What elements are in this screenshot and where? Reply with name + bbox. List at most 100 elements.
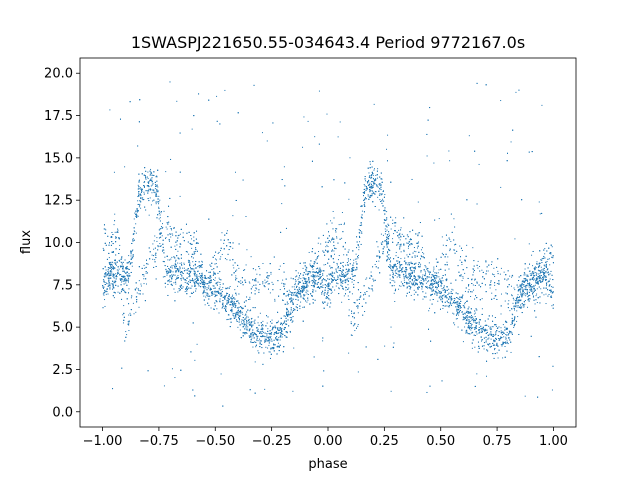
data-point (420, 249, 422, 251)
data-point (202, 293, 204, 295)
data-point (245, 326, 247, 328)
data-point (468, 135, 470, 137)
data-point (316, 276, 318, 278)
data-point (358, 249, 360, 251)
data-point (110, 273, 112, 275)
data-point (529, 288, 531, 290)
data-point (139, 203, 141, 205)
data-point (317, 242, 319, 244)
data-point (252, 346, 254, 348)
data-point (271, 338, 273, 340)
data-point (132, 249, 134, 251)
data-point (322, 287, 324, 288)
data-point (409, 285, 411, 287)
data-point (118, 268, 120, 270)
data-point (148, 182, 150, 184)
data-point (109, 270, 111, 272)
data-point (539, 276, 541, 278)
data-point (361, 210, 363, 212)
data-point (530, 278, 532, 280)
data-point (330, 292, 332, 294)
data-point (145, 178, 147, 180)
data-point (281, 327, 283, 329)
data-point (159, 243, 161, 245)
data-point (331, 249, 333, 251)
data-point (468, 289, 470, 291)
data-point (452, 312, 454, 314)
data-point (531, 272, 533, 274)
data-point (393, 285, 395, 287)
data-point (300, 278, 302, 280)
data-point (333, 279, 335, 281)
data-point (269, 292, 271, 294)
data-point (399, 239, 401, 241)
data-point (426, 286, 428, 288)
data-point (459, 259, 461, 261)
data-point (304, 279, 306, 281)
data-point (216, 300, 218, 302)
data-point (295, 276, 297, 278)
data-point (348, 352, 350, 354)
data-point (176, 100, 178, 102)
data-point (303, 262, 305, 264)
data-point (419, 276, 421, 278)
data-point (247, 326, 249, 328)
data-point (353, 324, 355, 326)
data-point (151, 184, 153, 186)
data-point (248, 323, 250, 325)
data-point (384, 345, 386, 347)
data-point (329, 283, 331, 285)
data-point (180, 277, 182, 279)
data-point (442, 244, 444, 246)
data-point (157, 246, 159, 248)
data-point (171, 368, 173, 370)
data-point (493, 267, 495, 269)
data-point (464, 272, 466, 274)
data-point (514, 289, 516, 291)
data-point (377, 186, 379, 188)
data-point (527, 282, 529, 284)
data-point (543, 269, 545, 271)
data-point (153, 248, 155, 250)
data-point (392, 219, 394, 221)
data-point (473, 313, 475, 315)
data-point (129, 312, 131, 314)
data-point (286, 303, 288, 305)
data-point (315, 290, 317, 292)
data-point (327, 278, 329, 280)
data-point (249, 296, 251, 298)
data-point (140, 283, 142, 285)
data-point (108, 278, 110, 280)
data-point (177, 275, 179, 277)
data-point (369, 191, 371, 193)
data-point (445, 305, 447, 307)
data-point (220, 250, 222, 252)
data-point (454, 324, 456, 326)
data-point (235, 275, 237, 277)
data-point (112, 275, 114, 277)
data-point (534, 303, 536, 305)
data-point (159, 228, 161, 230)
data-point (302, 267, 304, 269)
data-point (262, 335, 264, 337)
data-point (478, 332, 480, 334)
data-point (425, 282, 427, 284)
data-point (124, 276, 126, 278)
data-point (397, 273, 399, 275)
data-point (333, 250, 335, 252)
data-point (461, 264, 463, 266)
data-point (494, 334, 496, 336)
data-point (411, 282, 413, 284)
data-point (127, 277, 129, 279)
data-point (341, 270, 343, 272)
data-point (475, 320, 477, 322)
data-point (388, 233, 390, 235)
data-point (103, 275, 105, 277)
data-point (530, 284, 532, 286)
data-point (184, 282, 186, 284)
data-point (121, 256, 123, 258)
data-point (401, 233, 403, 235)
data-point (147, 263, 149, 265)
data-point (378, 250, 380, 252)
data-point (344, 275, 346, 277)
